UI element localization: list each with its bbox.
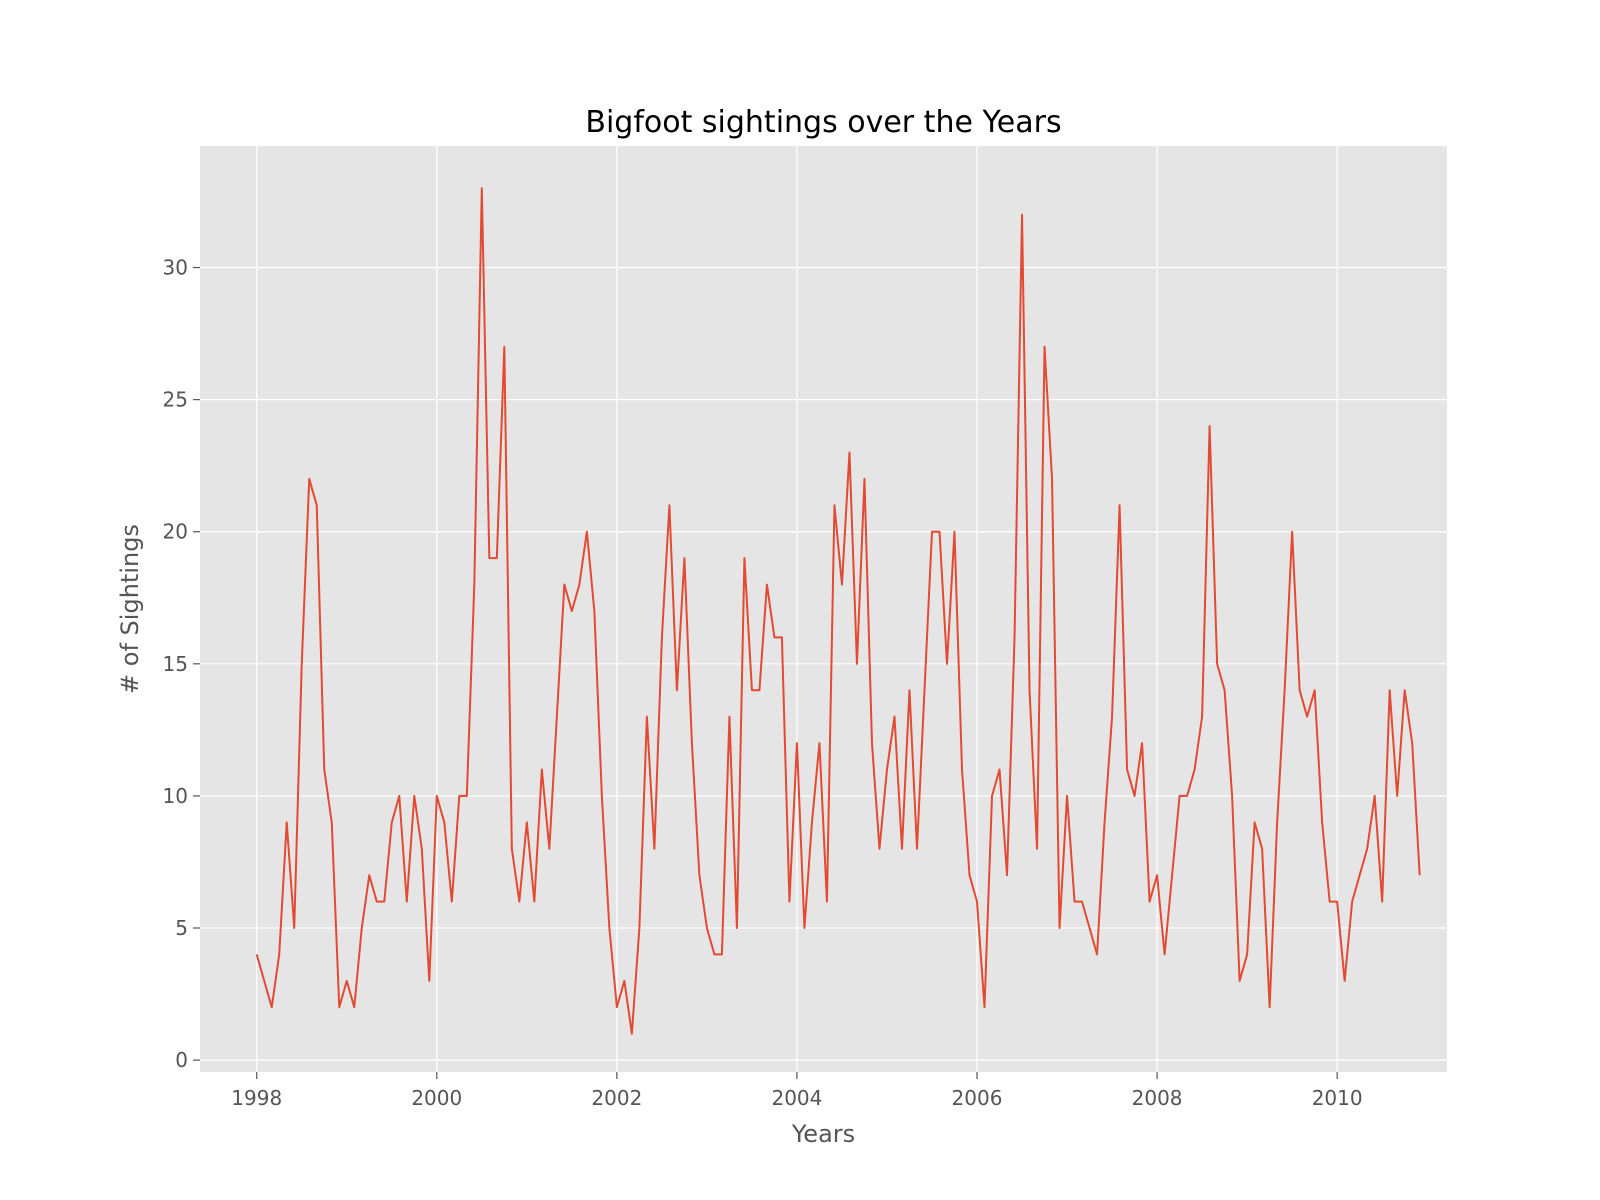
x-tick-label: 2006 — [952, 1086, 1003, 1110]
y-tick-label: 20 — [163, 520, 188, 544]
x-tick-label: 2002 — [591, 1086, 642, 1110]
x-tick-label: 2008 — [1132, 1086, 1183, 1110]
y-tick-label: 25 — [163, 388, 188, 412]
plot-area — [200, 146, 1447, 1072]
y-tick-label: 30 — [163, 256, 188, 280]
x-tick-label: 2004 — [771, 1086, 822, 1110]
x-tick-label: 1998 — [231, 1086, 282, 1110]
y-tick-label: 10 — [163, 784, 188, 808]
chart-title: Bigfoot sightings over the Years — [585, 105, 1061, 140]
axis-ticks: 1998 2000 2002 2004 2006 2008 2010 0 5 10 15 20 25 30 — [163, 256, 1363, 1110]
y-tick-label: 15 — [163, 652, 188, 676]
x-axis-label: Years — [791, 1120, 855, 1148]
x-tick-label: 2000 — [411, 1086, 462, 1110]
y-tick-label: 5 — [175, 916, 188, 940]
series-line — [255, 187, 1421, 1035]
x-tick-label: 2010 — [1312, 1086, 1363, 1110]
y-axis-label: # of Sightings — [116, 524, 144, 694]
y-tick-label: 0 — [175, 1048, 188, 1072]
grid — [200, 146, 1447, 1072]
